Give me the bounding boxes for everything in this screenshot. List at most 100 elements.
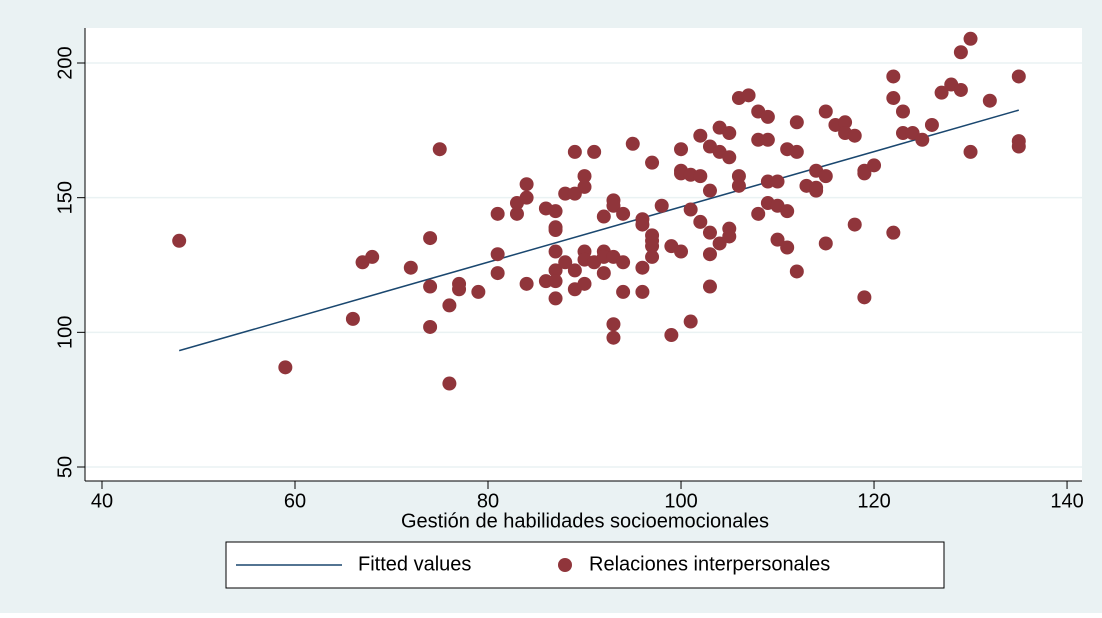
y-tick-label: 150 xyxy=(54,181,76,214)
point xyxy=(712,236,727,251)
point xyxy=(577,179,592,194)
point xyxy=(770,232,785,247)
point xyxy=(693,128,708,143)
x-axis-label: Gestión de habilidades socioemocionales xyxy=(401,510,769,532)
point xyxy=(789,264,804,279)
point xyxy=(625,136,640,151)
point xyxy=(616,255,631,270)
point xyxy=(867,158,882,173)
point xyxy=(423,319,438,334)
point xyxy=(702,225,717,240)
point xyxy=(886,225,901,240)
point xyxy=(924,117,939,132)
point xyxy=(635,217,650,232)
point xyxy=(645,239,660,254)
point xyxy=(770,174,785,189)
legend xyxy=(225,541,945,589)
point xyxy=(886,69,901,84)
point xyxy=(548,291,563,306)
point xyxy=(789,115,804,130)
point xyxy=(635,260,650,275)
x-tick-label: 40 xyxy=(91,490,113,512)
point xyxy=(683,314,698,329)
y-tick-label: 200 xyxy=(54,46,76,79)
point xyxy=(606,330,621,345)
point xyxy=(760,109,775,124)
point xyxy=(838,115,853,130)
point xyxy=(471,284,486,299)
legend-label: Relaciones interpersonales xyxy=(589,553,830,575)
point xyxy=(645,155,660,170)
point xyxy=(509,206,524,221)
point xyxy=(1011,139,1026,154)
point xyxy=(519,276,534,291)
point xyxy=(635,284,650,299)
point xyxy=(751,206,766,221)
point xyxy=(857,166,872,181)
point xyxy=(365,249,380,264)
legend-label: Fitted values xyxy=(358,553,471,575)
point xyxy=(982,93,997,108)
point xyxy=(403,260,418,275)
point xyxy=(519,190,534,205)
point xyxy=(818,169,833,184)
point xyxy=(587,144,602,159)
point xyxy=(548,263,563,278)
point xyxy=(847,128,862,143)
point xyxy=(577,276,592,291)
point xyxy=(683,202,698,217)
point xyxy=(558,255,573,270)
point xyxy=(432,142,447,157)
point xyxy=(809,183,824,198)
point xyxy=(654,198,669,213)
point xyxy=(731,169,746,184)
x-tick-label: 100 xyxy=(664,490,697,512)
point xyxy=(567,263,582,278)
point xyxy=(577,169,592,184)
legend-swatch xyxy=(558,558,572,572)
point xyxy=(490,266,505,281)
point xyxy=(760,132,775,147)
point xyxy=(548,244,563,259)
point xyxy=(693,169,708,184)
point xyxy=(847,217,862,232)
point xyxy=(606,317,621,332)
point xyxy=(664,328,679,343)
y-tick-label: 50 xyxy=(54,456,76,478)
point xyxy=(548,204,563,219)
point xyxy=(963,31,978,46)
point xyxy=(423,231,438,246)
point xyxy=(731,178,746,193)
point xyxy=(963,144,978,159)
point xyxy=(895,126,910,141)
point xyxy=(596,249,611,264)
point xyxy=(702,183,717,198)
point xyxy=(1011,69,1026,84)
point xyxy=(818,104,833,119)
point xyxy=(567,144,582,159)
point xyxy=(616,284,631,299)
y-tick-label: 100 xyxy=(54,316,76,349)
point xyxy=(616,206,631,221)
point xyxy=(548,222,563,237)
point xyxy=(548,274,563,289)
point xyxy=(442,298,457,313)
point xyxy=(760,174,775,189)
point xyxy=(278,360,293,375)
x-tick-label: 80 xyxy=(477,490,499,512)
point xyxy=(645,249,660,264)
point xyxy=(558,186,573,201)
point xyxy=(895,104,910,119)
point xyxy=(423,279,438,294)
point xyxy=(596,266,611,281)
x-tick-label: 120 xyxy=(857,490,890,512)
point xyxy=(490,247,505,262)
point xyxy=(722,150,737,165)
point xyxy=(702,247,717,262)
point xyxy=(452,282,467,297)
point xyxy=(953,82,968,97)
point xyxy=(789,144,804,159)
point xyxy=(345,311,360,326)
point xyxy=(538,274,553,289)
